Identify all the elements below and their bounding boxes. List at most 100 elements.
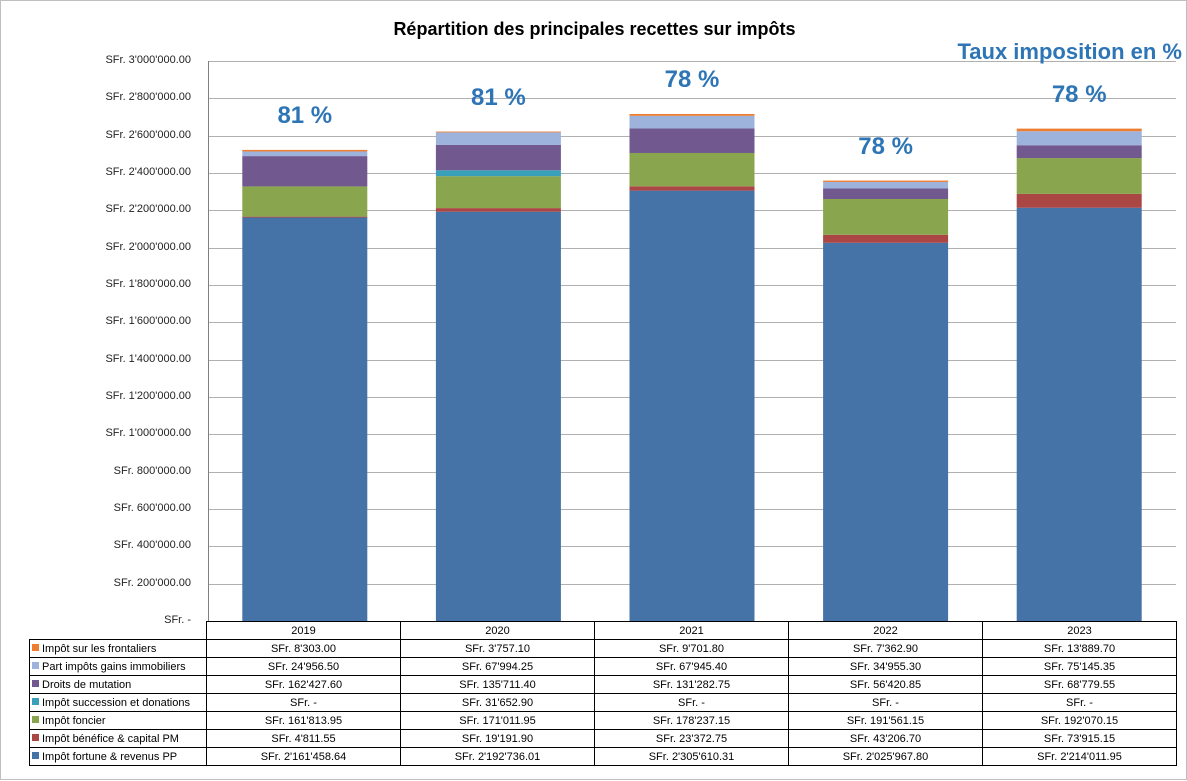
bar-segment-2021-imp-t-fortune-revenus-pp: [629, 190, 755, 621]
y-tick-label: SFr. 1'600'000.00: [105, 315, 191, 328]
legend-entry: Impôt succession et donations: [29, 693, 207, 712]
data-label: SFr. 131'282.75: [594, 675, 789, 694]
bar-segment-2020-part-imp-ts-gains-immobiliers: [435, 132, 561, 145]
tax-rate-label-2023: 78 %: [1051, 80, 1107, 108]
data-label: SFr. 73'915.15: [982, 729, 1177, 748]
data-label: SFr. 2'025'967.80: [788, 747, 983, 766]
y-tick-label: SFr. 800'000.00: [113, 464, 191, 477]
legend-entry: Part impôts gains immobiliers: [29, 657, 207, 676]
data-label: SFr. 192'070.15: [982, 711, 1177, 730]
data-label: SFr. 56'420.85: [788, 675, 983, 694]
table-corner: [29, 621, 207, 640]
bar-segment-2021-part-imp-ts-gains-immobiliers: [629, 115, 755, 129]
data-label: SFr. 23'372.75: [594, 729, 789, 748]
y-tick-label: SFr. 1'200'000.00: [105, 390, 191, 402]
y-tick-label: SFr. 2'000'000.00: [105, 240, 191, 253]
bar-segment-2021-imp-t-sur-les-frontaliers: [629, 113, 755, 116]
y-tick-label: SFr. 1'800'000.00: [105, 278, 191, 290]
data-label: SFr. -: [594, 693, 789, 712]
data-label: SFr. -: [982, 693, 1177, 712]
table-row: Impôt foncier SFr. 161'813.95 SFr. 171'011…: [29, 711, 1177, 730]
bar-segment-2019-part-imp-ts-gains-immobiliers: [242, 151, 368, 157]
bar-segment-2020-imp-t-sur-les-frontaliers: [435, 131, 561, 133]
bar-segment-2023-imp-t-foncier: [1016, 158, 1142, 194]
legend-swatch: [32, 733, 39, 741]
series-name: Impôt foncier: [42, 714, 106, 727]
legend-swatch: [32, 643, 39, 651]
data-label: SFr. 4'811.55: [206, 729, 401, 748]
data-label: SFr. 31'652.90: [400, 693, 595, 712]
bar-segment-2022-imp-t-foncier: [823, 198, 949, 235]
data-label: SFr. 162'427.60: [206, 675, 401, 694]
table-row: Impôt fortune & revenus PP SFr. 2'161'458…: [29, 747, 1177, 766]
bar-segment-2022-imp-t-sur-les-frontaliers: [823, 180, 949, 182]
bar-segment-2019-droits-de-mutation: [242, 156, 368, 187]
data-label: SFr. 161'813.95: [206, 711, 401, 730]
bar-segment-2019-imp-t-b-n-fice-capital-pm: [242, 216, 368, 218]
x-tick-label: 2023: [982, 621, 1177, 640]
legend-entry: Droits de mutation: [29, 675, 207, 694]
bar-segment-2019-imp-t-fortune-revenus-pp: [242, 217, 368, 622]
y-tick-label: SFr. 1'000'000.00: [105, 427, 191, 440]
legend-entry: Impôt sur les frontaliers: [29, 639, 207, 658]
data-label: SFr. 2'214'011.95: [982, 747, 1177, 766]
legend-swatch: [32, 715, 39, 723]
legend-swatch: [32, 697, 39, 705]
data-label: SFr. 67'994.25: [400, 657, 595, 676]
bar-segment-2021-imp-t-b-n-fice-capital-pm: [629, 186, 755, 191]
tax-rate-label-2019: 81 %: [277, 101, 333, 129]
tax-rate-label-2021: 78 %: [664, 65, 720, 93]
series-name: Impôt sur les frontaliers: [42, 642, 157, 655]
data-label: SFr. 178'237.15: [594, 711, 789, 730]
data-label: SFr. 2'192'736.01: [400, 747, 595, 766]
y-tick-label: SFr. 2'200'000.00: [105, 203, 191, 216]
tax-rate-label-2020: 81 %: [471, 83, 526, 111]
tax-rate-label-2022: 78 %: [858, 132, 913, 160]
bar-segment-2022-droits-de-mutation: [823, 188, 949, 199]
tax-rate-header: Taux imposition en %: [957, 39, 1182, 64]
y-tick-label: SFr. 3'000'000.00: [105, 54, 191, 66]
data-label: SFr. 67'945.40: [594, 657, 789, 676]
table-row: Part impôts gains immobiliers SFr. 24'956…: [29, 657, 1177, 676]
data-label: SFr. 8'303.00: [206, 639, 401, 658]
legend-swatch: [32, 679, 39, 687]
data-label: SFr. 191'561.15: [788, 711, 983, 730]
x-tick-label: 2021: [594, 621, 789, 640]
bar-segment-2023-part-imp-ts-gains-immobiliers: [1016, 131, 1142, 146]
legend-entry: Impôt foncier: [29, 711, 207, 730]
y-tick-label: SFr. 1'400'000.00: [105, 352, 191, 365]
bar-segment-2019-imp-t-foncier: [242, 186, 368, 217]
y-tick-label: SFr. 2'600'000.00: [105, 128, 191, 141]
x-tick-label: 2020: [400, 621, 595, 640]
bar-segment-2023-imp-t-b-n-fice-capital-pm: [1016, 193, 1142, 208]
data-label: SFr. 75'145.35: [982, 657, 1177, 676]
bar-segment-2020-imp-t-foncier: [435, 176, 561, 209]
y-tick-label: SFr. 400'000.00: [113, 539, 191, 552]
data-label: SFr. 9'701.80: [594, 639, 789, 658]
y-tick-label: SFr. 200'000.00: [113, 576, 191, 589]
bar-segment-2020-imp-t-succession-et-donations: [435, 170, 561, 177]
data-table: 2019 2020 2021 2022 2023 Impôt sur les fronta…: [29, 621, 1177, 766]
x-tick-label: 2022: [788, 621, 983, 640]
data-label: SFr. 135'711.40: [400, 675, 595, 694]
bar-segment-2020-imp-t-b-n-fice-capital-pm: [435, 208, 561, 212]
bar-segment-2023-imp-t-sur-les-frontaliers: [1016, 128, 1142, 132]
y-tick-label: SFr. 2'800'000.00: [105, 91, 191, 104]
data-label: SFr. 68'779.55: [982, 675, 1177, 694]
data-label: SFr. -: [788, 693, 983, 712]
data-label: SFr. 34'955.30: [788, 657, 983, 676]
bar-segment-2020-imp-t-fortune-revenus-pp: [435, 211, 561, 622]
data-label: SFr. 13'889.70: [982, 639, 1177, 658]
data-label: SFr. 2'305'610.31: [594, 747, 789, 766]
table-row: Impôt bénéfice & capital PM SFr. 4'811.55…: [29, 729, 1177, 748]
series-name: Impôt succession et donations: [42, 696, 190, 709]
series-name: Impôt fortune & revenus PP: [42, 750, 178, 763]
bar-segment-2023-imp-t-fortune-revenus-pp: [1016, 207, 1142, 621]
series-name: Part impôts gains immobiliers: [42, 660, 186, 673]
table-row: Droits de mutation SFr. 162'427.60 SFr. 13…: [29, 675, 1177, 694]
legend-entry: Impôt bénéfice & capital PM: [29, 729, 207, 748]
bar-segment-2023-droits-de-mutation: [1016, 145, 1142, 159]
legend-swatch: [32, 751, 39, 759]
